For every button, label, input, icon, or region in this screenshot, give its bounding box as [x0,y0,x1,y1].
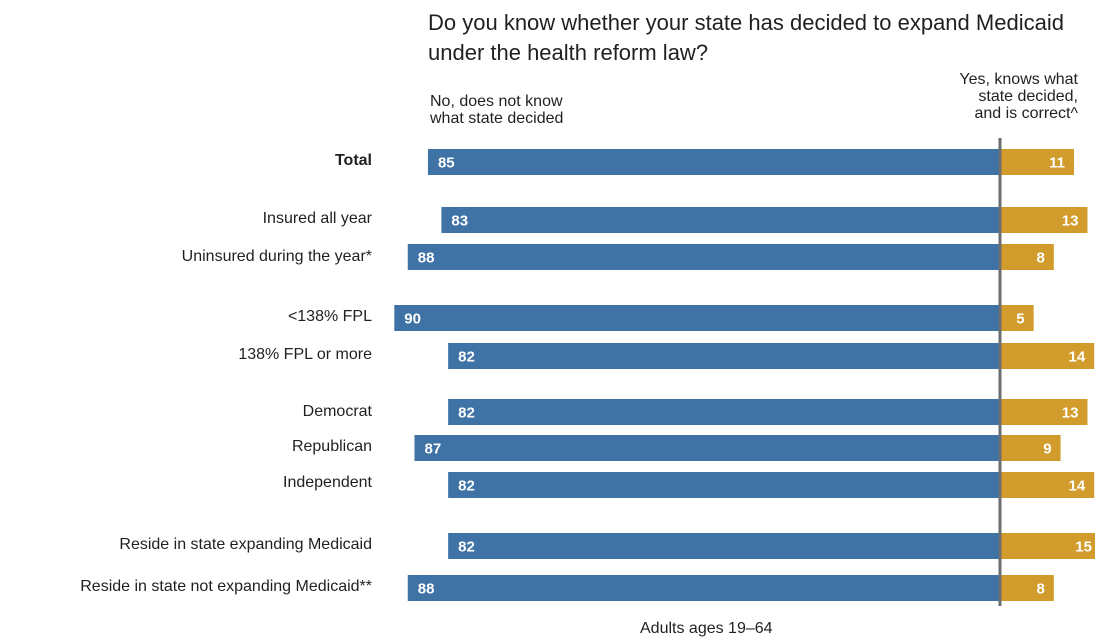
legend-no: No, does not know what state decided [430,93,563,127]
row-label-total: Total [334,152,372,169]
value-label-no-total: 85 [438,155,455,172]
value-label-yes-republican: 9 [1043,441,1051,458]
value-label-yes-independent: 14 [1069,478,1086,495]
value-label-no-republican: 87 [424,441,441,458]
value-label-yes-reside-in-state-expanding-medicaid: 15 [1075,539,1092,556]
value-label-no-independent: 82 [458,478,475,495]
bar-no-138-fpl [394,305,1000,331]
chart-title: Do you know whether your state has decid… [428,10,1064,65]
value-label-no-reside-in-state-not-expanding-medicaid: 88 [418,581,435,598]
bar-no-138-fpl-or-more [448,343,1000,369]
row-label-insured: Insured all year [262,210,372,227]
value-label-yes-uninsured-during-the-year: 8 [1036,250,1044,267]
value-label-no-138-fpl-or-more: 82 [458,349,475,366]
row-label-not-expanding: Reside in state not expanding Medicaid** [80,578,372,595]
legend-yes-line-1: Yes, knows what [959,71,1078,88]
row-label-expanding: Reside in state expanding Medicaid [119,536,372,553]
bar-yes-democrat [1000,399,1088,425]
legend-no-line-1: No, does not know [430,93,563,110]
bar-no-insured-all-year [441,207,1000,233]
legend-yes: Yes, knows what state decided, and is co… [959,71,1078,122]
bar-no-total [427,149,1000,175]
legend-no-line-2: what state decided [430,110,564,127]
bar-no-uninsured-during-the-year [407,244,1000,270]
value-label-no-insured-all-year: 83 [451,213,468,230]
value-label-yes-138-fpl: 5 [1016,311,1024,328]
bar-yes-independent [1000,472,1095,498]
bar-yes-reside-in-state-expanding-medicaid [1000,533,1095,559]
legend-yes-line-3: and is correct^ [974,105,1078,122]
row-label-democrat: Democrat [302,403,372,420]
value-label-no-uninsured-during-the-year: 88 [418,250,435,267]
bar-yes-insured-all-year [1000,207,1088,233]
row-label-fpl-high: 138% FPL or more [238,346,372,363]
bar-no-republican [414,435,1000,461]
bar-no-democrat [448,399,1000,425]
value-label-yes-138-fpl-or-more: 14 [1069,349,1086,366]
row-label-fpl-low: <138% FPL [287,308,372,325]
value-label-no-reside-in-state-expanding-medicaid: 82 [458,539,475,556]
value-label-no-democrat: 82 [458,405,475,422]
chart-footnote: Adults ages 19–64 [640,620,773,637]
legend-yes-line-2: state decided, [978,88,1078,105]
bar-yes-uninsured-during-the-year [1000,244,1054,270]
row-label-independent: Independent [283,474,372,491]
value-label-yes-reside-in-state-not-expanding-medicaid: 8 [1036,581,1044,598]
value-label-no-138-fpl: 90 [404,311,421,328]
value-label-yes-total: 11 [1049,155,1065,172]
bar-yes-reside-in-state-not-expanding-medicaid [1000,575,1054,601]
bar-yes-138-fpl [1000,305,1034,331]
value-label-yes-democrat: 13 [1062,405,1079,422]
bar-no-reside-in-state-not-expanding-medicaid [407,575,1000,601]
row-label-uninsured: Uninsured during the year* [181,248,372,265]
bar-yes-total [1000,149,1075,175]
bar-yes-republican [1000,435,1061,461]
bar-no-independent [448,472,1000,498]
bar-yes-138-fpl-or-more [1000,343,1095,369]
row-label-republican: Republican [291,438,372,455]
value-label-yes-insured-all-year: 13 [1062,213,1079,230]
bar-no-reside-in-state-expanding-medicaid [448,533,1000,559]
